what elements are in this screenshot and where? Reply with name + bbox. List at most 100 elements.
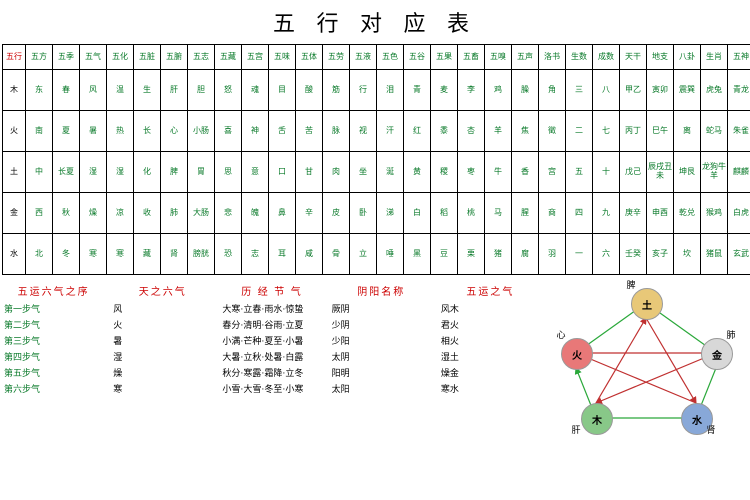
data-cell: 喜 <box>215 111 242 152</box>
column-header: 天干 <box>620 45 647 70</box>
data-cell: 胆 <box>188 70 215 111</box>
data-cell: 寒 <box>80 234 107 275</box>
data-cell: 黍 <box>431 111 458 152</box>
data-cell: 收 <box>134 193 161 234</box>
data-cell: 八 <box>593 70 620 111</box>
element-cell: 金 <box>3 193 26 234</box>
bottom-row: 风 <box>113 302 212 315</box>
data-cell: 角 <box>539 70 566 111</box>
bottom-row: 第五步气 <box>4 366 103 379</box>
data-cell: 肉 <box>323 152 350 193</box>
wuxing-node: 火 <box>561 338 593 370</box>
data-cell: 辛 <box>296 193 323 234</box>
column-header: 五谷 <box>404 45 431 70</box>
data-cell: 长夏 <box>53 152 80 193</box>
column-header: 五果 <box>431 45 458 70</box>
data-cell: 一 <box>566 234 593 275</box>
data-cell: 目 <box>269 70 296 111</box>
data-cell: 蛇马 <box>701 111 728 152</box>
data-cell: 丙丁 <box>620 111 647 152</box>
data-cell: 杏 <box>458 111 485 152</box>
data-cell: 脾 <box>161 152 188 193</box>
data-cell: 苦 <box>296 111 323 152</box>
data-cell: 行 <box>350 70 377 111</box>
data-cell: 麒麟 <box>728 152 750 193</box>
column-header: 八卦 <box>674 45 701 70</box>
data-cell: 桃 <box>458 193 485 234</box>
page-title: 五 行 对 应 表 <box>0 0 750 44</box>
wuxing-cycle-diagram: 土脾火心金肺木肝水肾 <box>546 283 746 443</box>
bottom-row: 寒水 <box>441 382 540 395</box>
bottom-row: 燥金 <box>441 366 540 379</box>
bottom-section: 五运六气之序第一步气第二步气第三步气第四步气第五步气第六步气天之六气风火暑湿燥寒… <box>4 283 746 443</box>
column-header: 五脏 <box>134 45 161 70</box>
data-cell: 乾兑 <box>674 193 701 234</box>
data-cell: 红 <box>404 111 431 152</box>
bottom-column: 五运六气之序第一步气第二步气第三步气第四步气第五步气第六步气 <box>4 283 103 443</box>
data-cell: 泪 <box>377 70 404 111</box>
bottom-row: 火 <box>113 318 212 331</box>
bottom-row: 小雪·大雪·冬至·小寒 <box>222 382 321 395</box>
correspondence-table: 五行五方五季五气五化五脏五腑五志五藏五宫五味五体五劳五液五色五谷五果五畜五嗅五声… <box>2 44 750 275</box>
bottom-row: 秋分·寒露·霜降·立冬 <box>222 366 321 379</box>
table-row: 木东春风温生肝胆怒魂目酸筋行泪青麦李鸡臊角三八甲乙寅卯震巽虎兔青龙勾陈立春雨水惊… <box>3 70 750 111</box>
data-cell: 魂 <box>242 70 269 111</box>
wuxing-node-sublabel: 肝 <box>561 423 591 436</box>
data-cell: 秋 <box>53 193 80 234</box>
data-cell: 羊 <box>485 111 512 152</box>
data-cell: 七 <box>593 111 620 152</box>
bottom-row: 第二步气 <box>4 318 103 331</box>
element-cell: 木 <box>3 70 26 111</box>
table-row: 金西秋燥凉收肺大肠悲魄鼻辛皮卧涕白稻桃马腥商四九庚辛申酉乾兑猴鸡白虎白虎立秋处暑… <box>3 193 750 234</box>
data-cell: 汗 <box>377 111 404 152</box>
bottom-column-header: 五运六气之序 <box>4 283 103 298</box>
data-cell: 耳 <box>269 234 296 275</box>
data-cell: 小肠 <box>188 111 215 152</box>
bottom-row: 第三步气 <box>4 334 103 347</box>
column-header: 五神 <box>728 45 750 70</box>
data-cell: 猪鼠 <box>701 234 728 275</box>
wuxing-node-sublabel: 肺 <box>716 328 746 341</box>
bottom-row: 太阴 <box>332 350 431 363</box>
data-cell: 三 <box>566 70 593 111</box>
bottom-row: 暑 <box>113 334 212 347</box>
data-cell: 麦 <box>431 70 458 111</box>
bottom-row: 少阴 <box>332 318 431 331</box>
data-cell: 咸 <box>296 234 323 275</box>
bottom-column: 天之六气风火暑湿燥寒 <box>113 283 212 443</box>
data-cell: 辰戌丑未 <box>647 152 674 193</box>
column-header: 生肖 <box>701 45 728 70</box>
data-cell: 虎兔 <box>701 70 728 111</box>
bottom-row: 寒 <box>113 382 212 395</box>
bottom-row: 大寒·立春·雨水·惊蛰 <box>222 302 321 315</box>
data-cell: 温 <box>107 70 134 111</box>
data-cell: 猪 <box>485 234 512 275</box>
column-header: 五色 <box>377 45 404 70</box>
data-cell: 燥 <box>80 193 107 234</box>
column-header: 五体 <box>296 45 323 70</box>
data-cell: 大肠 <box>188 193 215 234</box>
data-cell: 悲 <box>215 193 242 234</box>
column-header: 洛书 <box>539 45 566 70</box>
data-cell: 李 <box>458 70 485 111</box>
data-cell: 西 <box>26 193 53 234</box>
data-cell: 立 <box>350 234 377 275</box>
data-cell: 稷 <box>431 152 458 193</box>
data-cell: 肺 <box>161 193 188 234</box>
column-header: 五畜 <box>458 45 485 70</box>
table-row: 水北冬寒寒藏肾膀胱恐志耳咸骨立唾黑豆栗猪腐羽一六壬癸亥子坎猪鼠玄武玄武寒露霜降立… <box>3 234 750 275</box>
column-header: 五化 <box>107 45 134 70</box>
data-cell: 心 <box>161 111 188 152</box>
data-cell: 暑 <box>80 111 107 152</box>
column-header: 五方 <box>26 45 53 70</box>
wuxing-node-sublabel: 肾 <box>696 423 726 436</box>
data-cell: 栗 <box>458 234 485 275</box>
bottom-column-header: 历 经 节 气 <box>222 283 321 298</box>
data-cell: 猴鸡 <box>701 193 728 234</box>
data-cell: 涕 <box>377 193 404 234</box>
data-cell: 口 <box>269 152 296 193</box>
data-cell: 骨 <box>323 234 350 275</box>
data-cell: 涎 <box>377 152 404 193</box>
data-cell: 湿 <box>80 152 107 193</box>
bottom-column: 五运之气风木君火相火湿土燥金寒水 <box>441 283 540 443</box>
